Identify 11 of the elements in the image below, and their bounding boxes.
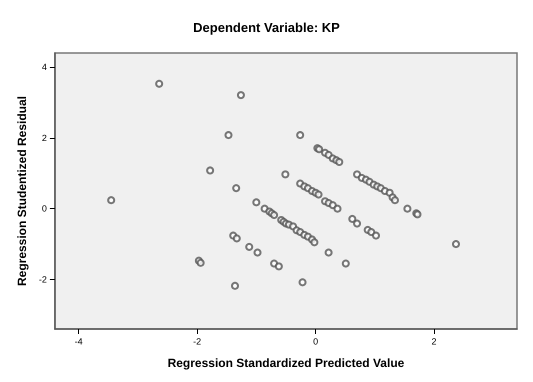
y-tick-label: -2 (38, 274, 47, 284)
x-axis-title: Regression Standardized Predicted Value (168, 356, 405, 370)
x-tick-label: 2 (432, 336, 437, 346)
y-tick-label: 0 (42, 204, 47, 214)
y-tick-label: 2 (42, 132, 47, 143)
y-axis-title: Regression Studentized Residual (15, 96, 29, 286)
x-tick-label: -4 (74, 336, 83, 346)
chart-title: Dependent Variable: KP (193, 20, 340, 35)
x-tick-label: -2 (193, 336, 202, 346)
x-tick-label: 0 (313, 336, 318, 346)
y-tick-label: 4 (42, 62, 47, 72)
